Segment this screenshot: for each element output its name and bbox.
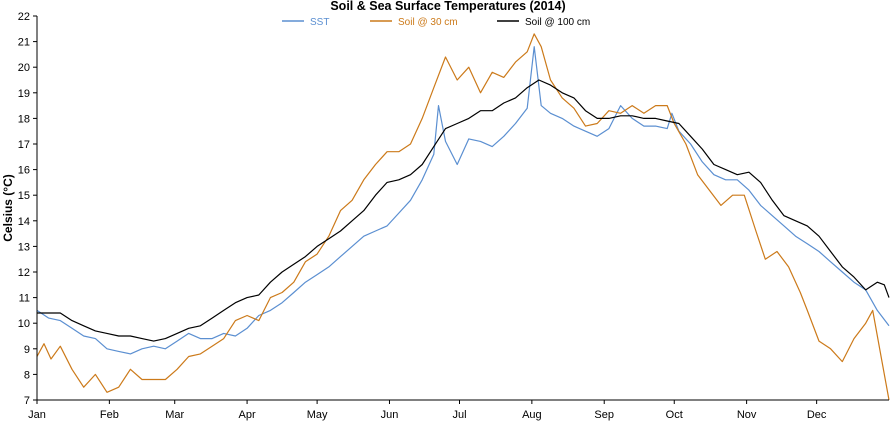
y-tick-label: 19	[18, 88, 30, 100]
x-axis: Jan Feb Mar Apr May Jun Jul Aug Sep Oct Nov Dec	[28, 400, 827, 421]
y-tick-label: 12	[18, 267, 30, 279]
y-tick-label: 20	[18, 62, 30, 74]
x-tick-label-dec: Dec	[807, 409, 827, 421]
y-tick-label: 16	[18, 165, 30, 177]
y-tick-label: 18	[18, 113, 30, 125]
x-tick-label-aug: Aug	[522, 409, 542, 421]
y-axis-title: Celsius (°C)	[1, 174, 15, 241]
y-tick-label: 11	[19, 293, 30, 305]
x-tick-label-nov: Nov	[737, 409, 757, 421]
x-tick-label-jun: Jun	[381, 409, 399, 421]
x-tick-label-sep: Sep	[594, 409, 614, 421]
legend-label-0: SST	[310, 17, 329, 28]
y-tick-label: 13	[18, 241, 30, 253]
x-tick-label-jan: Jan	[28, 409, 46, 421]
x-tick-label-jul: Jul	[452, 409, 466, 421]
y-tick-label: 14	[18, 216, 30, 228]
y-axis: 7 8 9 10 11 12 13 14 15 16 17 18 19 20 21 22	[18, 11, 37, 407]
y-tick-label: 10	[18, 318, 30, 330]
x-tick-label-may: May	[307, 409, 328, 421]
y-tick-label: 7	[24, 395, 30, 407]
series-line-0	[36, 46, 890, 355]
series-line-1	[36, 33, 890, 401]
x-tick-label-oct: Oct	[666, 409, 683, 421]
chart-title: Soil & Sea Surface Temperatures (2014)	[330, 0, 565, 13]
y-tick-label: 21	[18, 37, 30, 49]
legend: SST Soil @ 30 cm Soil @ 100 cm	[282, 17, 590, 28]
legend-label-2: Soil @ 100 cm	[525, 17, 590, 28]
series-line-2	[37, 79, 890, 342]
y-tick-label: 22	[18, 11, 30, 23]
x-tick-label-feb: Feb	[100, 409, 119, 421]
x-tick-label-mar: Mar	[165, 409, 184, 421]
x-tick-label-apr: Apr	[239, 409, 256, 421]
y-tick-label: 9	[24, 344, 30, 356]
series-lines	[36, 33, 890, 401]
legend-label-1: Soil @ 30 cm	[398, 17, 458, 28]
y-tick-label: 8	[24, 369, 30, 381]
y-tick-label: 15	[18, 190, 30, 202]
y-tick-label: 17	[18, 139, 30, 151]
